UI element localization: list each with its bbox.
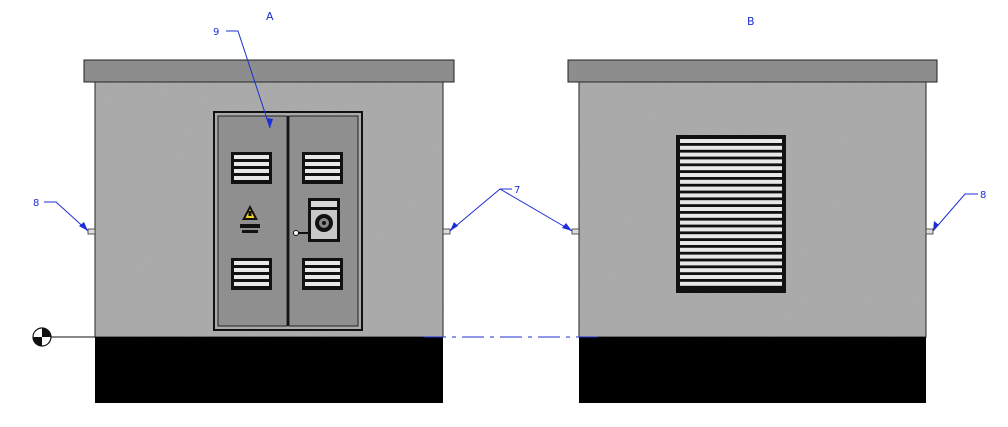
front-side-stud-right — [442, 228, 451, 235]
louvre-slat — [680, 275, 782, 279]
leader-arrowheads — [79, 118, 939, 231]
louvre-slat — [680, 247, 782, 252]
louvre-slat — [680, 173, 782, 177]
electric-meter-icon — [308, 198, 340, 242]
back-view: B — [567, 15, 938, 403]
louvre-slat — [680, 241, 782, 245]
leader-9 — [226, 30, 271, 129]
door-vent-bottom-right — [302, 258, 343, 290]
louvre-slat — [680, 213, 782, 218]
louvre-slat — [680, 207, 782, 211]
door-vent-top-right — [302, 152, 343, 184]
louvre-slat — [680, 139, 782, 143]
datum-target-icon — [32, 327, 52, 347]
louvre-slat — [680, 234, 782, 239]
front-side-stud-left — [87, 228, 96, 235]
callout-8-left: 8 — [33, 198, 39, 209]
back-side-stud-right — [925, 228, 934, 235]
louvre-slat — [680, 220, 782, 225]
back-base — [579, 337, 926, 403]
leader-7-a — [449, 188, 512, 232]
door-left-leaf — [217, 115, 288, 327]
leader-8-left — [44, 201, 89, 232]
louvre-slat — [680, 200, 782, 205]
high-voltage-warning-icon — [240, 205, 260, 233]
annotation-leaders — [44, 30, 978, 338]
front-view-title: A — [266, 10, 274, 23]
louvre-slat — [680, 166, 782, 171]
door-vent-bottom-left — [231, 258, 272, 290]
leader-7-b — [499, 188, 573, 232]
door-vent-top-left — [231, 152, 272, 184]
callout-8-right: 8 — [980, 190, 986, 201]
double-door — [213, 111, 363, 331]
louvre-slat — [680, 193, 782, 198]
louvre-slat — [680, 268, 782, 273]
front-roof — [83, 59, 455, 83]
louvre-slat — [680, 254, 782, 259]
louvre-slat — [680, 145, 782, 150]
back-side-stud-left — [571, 228, 580, 235]
back-view-title: B — [747, 15, 755, 28]
louvre-slat — [680, 281, 782, 286]
louvre-slat — [680, 179, 782, 184]
callout-labels: 9 8 7 8 — [33, 27, 986, 209]
callout-9: 9 — [213, 27, 219, 38]
back-louvre — [676, 135, 786, 293]
back-roof — [567, 59, 938, 83]
door-handle — [293, 230, 308, 236]
louvre-slat — [680, 227, 782, 232]
louvre-slat — [680, 186, 782, 191]
front-view: A — [32, 10, 455, 403]
front-base — [95, 337, 443, 403]
louvre-slat — [680, 159, 782, 164]
louvre-slat — [680, 152, 782, 157]
leader-8-right — [932, 193, 978, 232]
louvre-slat — [680, 261, 782, 266]
callout-7: 7 — [514, 185, 520, 196]
